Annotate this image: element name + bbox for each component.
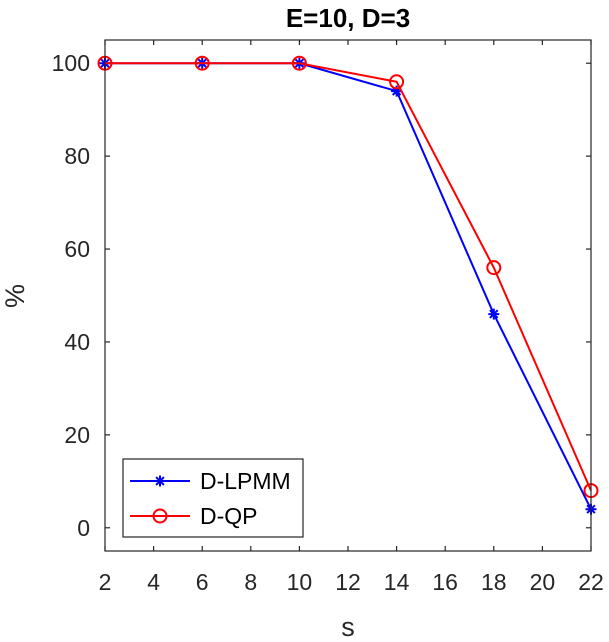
x-tick-label: 2 — [99, 569, 112, 595]
legend-entry: D-LPMM — [130, 468, 291, 494]
data-point — [486, 260, 502, 276]
x-tick-label: 14 — [384, 569, 410, 595]
y-tick-label: 100 — [52, 50, 90, 76]
y-tick-label: 60 — [64, 236, 90, 262]
data-point — [391, 85, 403, 97]
x-tick-label: 10 — [287, 569, 313, 595]
data-point — [194, 55, 210, 71]
chart-title: E=10, D=3 — [286, 3, 410, 33]
x-tick-label: 12 — [335, 569, 361, 595]
x-tick-label: 16 — [432, 569, 458, 595]
series-layer — [97, 55, 599, 515]
x-tick-label: 8 — [244, 569, 257, 595]
x-tick-label: 20 — [530, 569, 556, 595]
axis-ticks: 2 4 6 8 10 12 14 16 18 20 22 0 20 40 60 80 100 — [52, 40, 604, 595]
legend-marker — [152, 508, 168, 524]
data-point — [488, 308, 500, 320]
legend-entry: D-QP — [130, 503, 258, 529]
legend: D-LPMM D-QP — [122, 458, 304, 538]
x-tick-label: 4 — [147, 569, 160, 595]
data-point — [389, 74, 405, 90]
x-tick-label: 22 — [578, 569, 604, 595]
x-tick-label: 6 — [196, 569, 209, 595]
x-axis-label: s — [341, 612, 355, 642]
plot-frame — [104, 39, 592, 552]
legend-box — [122, 458, 304, 538]
y-axis-label: % — [0, 284, 30, 308]
data-point — [291, 55, 307, 71]
series-line — [105, 62, 592, 492]
y-tick-label: 0 — [77, 515, 90, 541]
legend-label: D-QP — [200, 503, 258, 529]
y-tick-label: 20 — [64, 422, 90, 448]
x-tick-label: 18 — [481, 569, 507, 595]
legend-label: D-LPMM — [200, 468, 291, 494]
y-tick-label: 80 — [64, 143, 90, 169]
legend-marker — [154, 475, 166, 487]
y-tick-label: 40 — [64, 329, 90, 355]
